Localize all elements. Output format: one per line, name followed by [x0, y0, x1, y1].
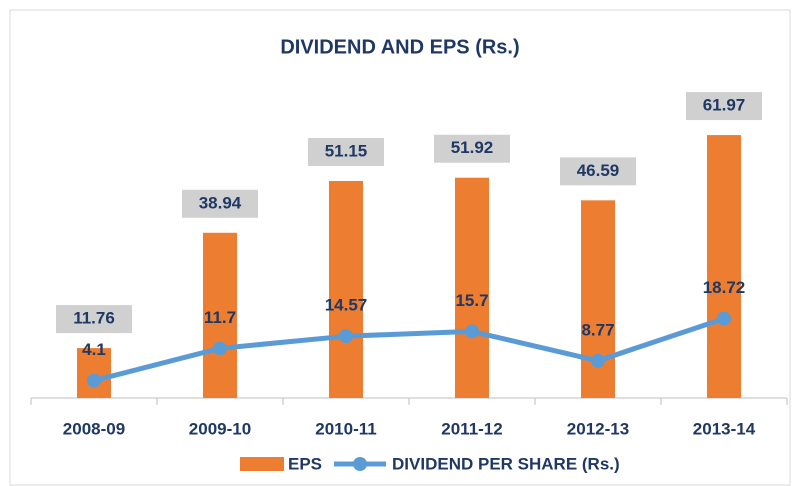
line-point: [339, 329, 353, 344]
x-tick-label: 2009-10: [189, 419, 251, 438]
data-label-box: [560, 157, 636, 186]
legend-label: DIVIDEND PER SHARE (Rs.): [392, 454, 620, 473]
data-label-box: [686, 92, 762, 121]
x-tick-label: 2011-12: [441, 419, 502, 438]
data-label: 15.7: [455, 291, 488, 310]
line-point: [213, 341, 227, 356]
x-tick-label: 2012-13: [567, 419, 629, 438]
bar: [707, 135, 741, 399]
bar: [203, 232, 237, 398]
line-point: [87, 373, 101, 388]
legend-label: EPS: [288, 454, 322, 473]
legend-swatch: [240, 457, 284, 471]
line-point: [591, 353, 605, 368]
data-label-box: [434, 134, 510, 163]
data-label: 51.92: [451, 138, 494, 157]
data-label: 11.7: [204, 308, 236, 327]
chart-title: DIVIDEND AND EPS (Rs.): [280, 36, 519, 58]
data-label: 18.72: [703, 278, 746, 297]
x-tick-label: 2010-11: [315, 419, 376, 438]
data-label: 11.76: [73, 309, 115, 328]
data-label-box: [56, 305, 132, 334]
chart-border: [9, 9, 791, 486]
line-point: [465, 324, 479, 339]
x-tick-label: 2008-09: [63, 419, 125, 438]
data-label: 8.77: [581, 320, 614, 339]
data-label: 51.15: [325, 141, 368, 160]
line-point: [717, 311, 731, 326]
data-label: 14.57: [325, 296, 368, 315]
data-label: 4.1: [82, 340, 106, 359]
data-label: 61.97: [703, 96, 746, 115]
legend-swatch: [353, 457, 368, 471]
x-tick-label: 2013-14: [693, 419, 756, 438]
line: [93, 316, 725, 384]
bar: [77, 348, 111, 398]
data-label: 46.59: [577, 161, 620, 180]
data-label-box: [182, 189, 258, 218]
bar: [581, 200, 615, 398]
bar: [329, 180, 363, 398]
data-label: 38.94: [199, 193, 242, 212]
data-label-box: [308, 137, 384, 166]
bar: [455, 177, 489, 398]
